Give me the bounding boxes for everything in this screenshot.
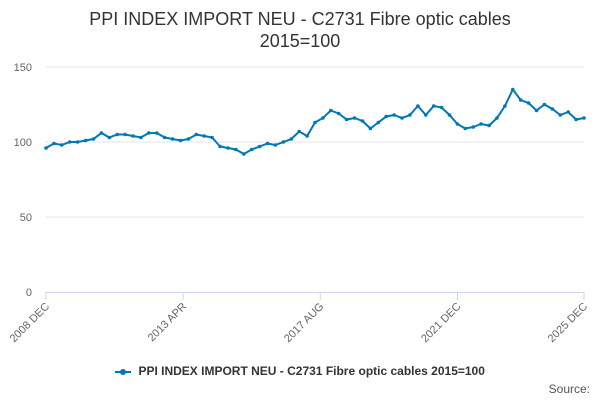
- series-point[interactable]: [226, 146, 230, 150]
- series-point[interactable]: [566, 110, 570, 114]
- series-point[interactable]: [360, 119, 365, 123]
- series-point[interactable]: [511, 87, 515, 92]
- series-point[interactable]: [368, 126, 373, 131]
- series-point[interactable]: [344, 117, 349, 122]
- series-point[interactable]: [289, 137, 294, 141]
- series-point[interactable]: [463, 126, 468, 131]
- series-point[interactable]: [178, 138, 183, 143]
- series-point[interactable]: [534, 108, 539, 113]
- series-point[interactable]: [202, 134, 206, 138]
- legend-label: PPI INDEX IMPORT NEU - C2731 Fibre optic…: [138, 364, 485, 378]
- series-point[interactable]: [170, 137, 175, 141]
- chart-title-line-1: PPI INDEX IMPORT NEU - C2731 Fibre optic…: [89, 9, 511, 29]
- series-point[interactable]: [131, 134, 135, 138]
- series-point[interactable]: [424, 113, 428, 117]
- series-point[interactable]: [487, 123, 491, 128]
- series-point[interactable]: [281, 140, 286, 144]
- series-point[interactable]: [384, 114, 389, 119]
- series-point[interactable]: [265, 141, 270, 146]
- series-point[interactable]: [194, 132, 199, 137]
- series-point[interactable]: [479, 122, 483, 126]
- chart-title: PPI INDEX IMPORT NEU - C2731 Fibre optic…: [0, 8, 600, 52]
- series-point[interactable]: [139, 135, 143, 140]
- y-tick-label: 50: [20, 212, 32, 224]
- series-point[interactable]: [234, 147, 238, 152]
- x-tick-label: 2021 DEC: [419, 301, 463, 345]
- series-point[interactable]: [400, 116, 404, 120]
- chart-title-line-2: 2015=100: [259, 31, 341, 51]
- series-point[interactable]: [574, 117, 578, 122]
- x-tick-label: 2025 DEC: [546, 301, 590, 345]
- series-point[interactable]: [416, 104, 420, 108]
- series-point[interactable]: [558, 113, 563, 117]
- series-point[interactable]: [297, 129, 302, 134]
- series-point[interactable]: [273, 143, 278, 147]
- y-tick-label: 150: [14, 62, 32, 74]
- series-point[interactable]: [321, 116, 325, 120]
- series-point[interactable]: [52, 141, 56, 146]
- series-point[interactable]: [392, 113, 396, 117]
- series-point[interactable]: [99, 131, 104, 135]
- series-point[interactable]: [542, 102, 547, 107]
- series-point[interactable]: [352, 116, 357, 120]
- x-tick-label: 2017 AUG: [282, 301, 326, 345]
- series-point[interactable]: [439, 105, 444, 110]
- x-tick-label: 2008 DEC: [8, 301, 52, 345]
- series-point[interactable]: [242, 152, 246, 156]
- series-point[interactable]: [67, 140, 72, 144]
- series-point[interactable]: [447, 113, 452, 117]
- series-point[interactable]: [582, 116, 586, 120]
- series-point[interactable]: [155, 131, 159, 135]
- series-point[interactable]: [186, 137, 191, 141]
- series-point[interactable]: [123, 132, 127, 137]
- series-point[interactable]: [75, 140, 80, 144]
- y-tick-label: 100: [14, 137, 32, 149]
- series-point[interactable]: [526, 101, 531, 105]
- series-point[interactable]: [376, 120, 381, 125]
- series-point[interactable]: [44, 146, 48, 150]
- series-point[interactable]: [249, 147, 254, 152]
- legend[interactable]: PPI INDEX IMPORT NEU - C2731 Fibre optic…: [0, 364, 600, 378]
- series-point[interactable]: [313, 120, 317, 125]
- series-point[interactable]: [431, 104, 436, 108]
- series-point[interactable]: [329, 108, 333, 113]
- x-axis-ticks: 2008 DEC 2013 APR 2017 AUG 2021 DEC 2025 DEC: [8, 292, 590, 345]
- x-tick-label: 2013 APR: [146, 301, 190, 345]
- series-point[interactable]: [305, 134, 309, 138]
- source-credit: Source:: [548, 382, 590, 396]
- series-point[interactable]: [115, 132, 119, 137]
- series-point[interactable]: [408, 113, 412, 117]
- y-tick-label: 0: [26, 287, 32, 299]
- series-point[interactable]: [210, 135, 214, 140]
- series-point[interactable]: [518, 98, 523, 102]
- series-point[interactable]: [550, 107, 555, 111]
- series-point[interactable]: [471, 125, 476, 129]
- series-point[interactable]: [455, 122, 460, 126]
- series-point[interactable]: [60, 143, 64, 147]
- series-point[interactable]: [495, 116, 499, 120]
- series-point[interactable]: [257, 144, 262, 149]
- y-axis-tick-labels: 0 50 100 150: [14, 62, 32, 299]
- series-point[interactable]: [91, 137, 96, 141]
- series-point[interactable]: [162, 135, 167, 140]
- legend-line-marker-icon: [115, 367, 132, 377]
- series-point[interactable]: [218, 144, 222, 149]
- series-point[interactable]: [147, 131, 151, 135]
- y-gridlines: [46, 66, 584, 218]
- series-points: [44, 87, 586, 156]
- series-point[interactable]: [107, 135, 112, 140]
- series-point[interactable]: [83, 138, 88, 143]
- series-point[interactable]: [336, 111, 341, 116]
- series-point[interactable]: [503, 104, 507, 108]
